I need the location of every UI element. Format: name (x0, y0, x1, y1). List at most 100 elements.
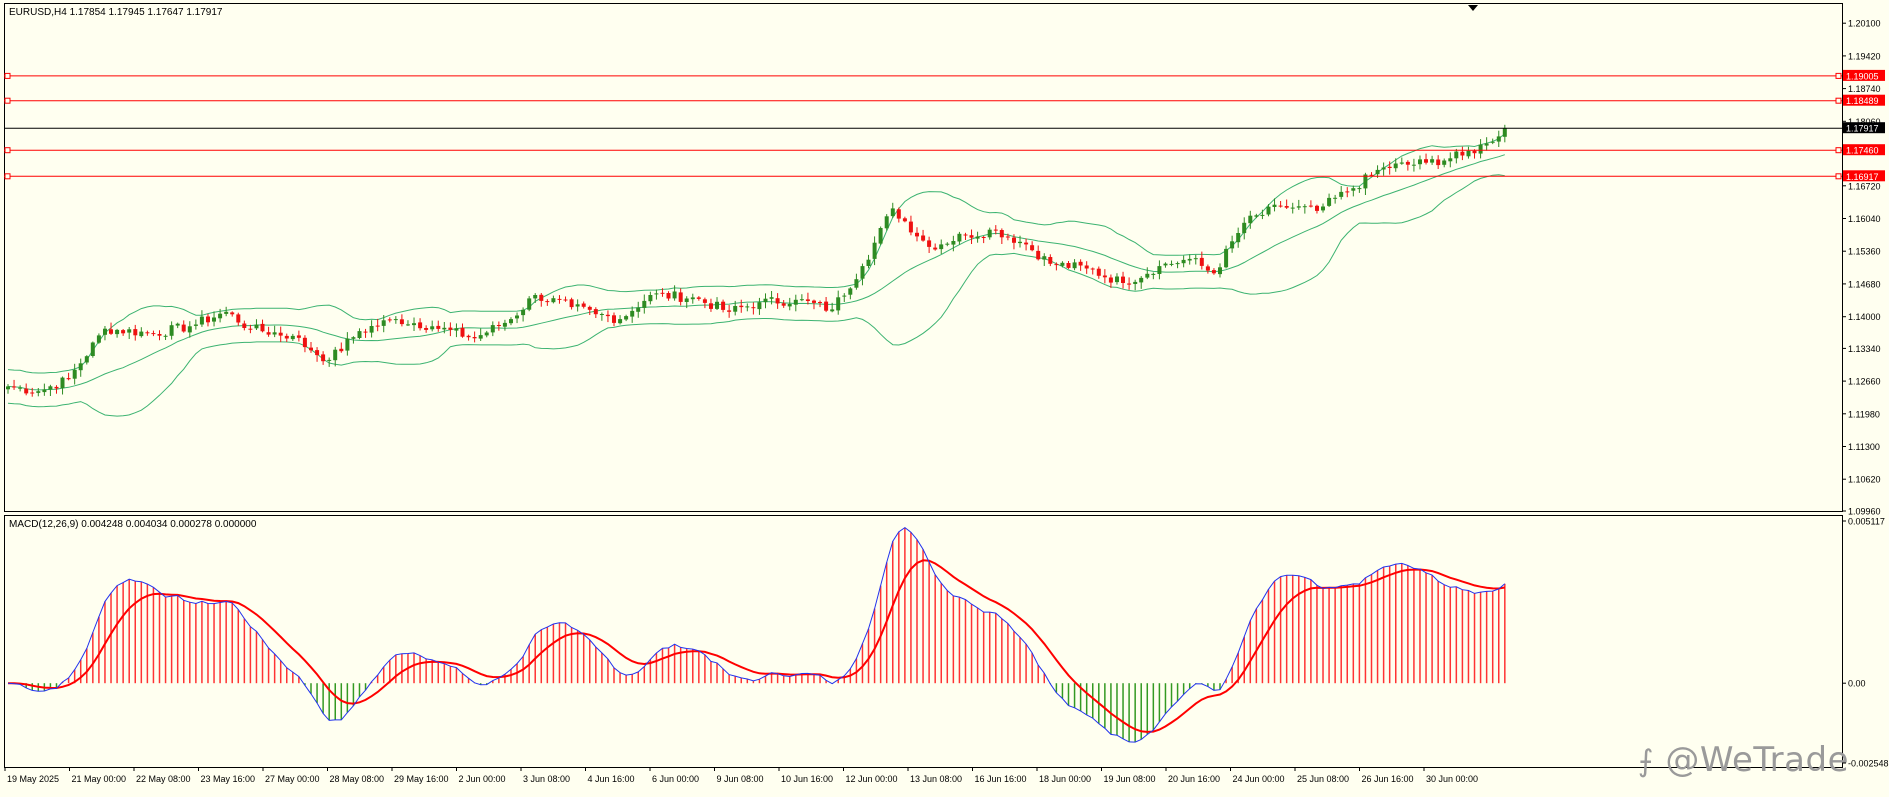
candle-body (515, 315, 519, 319)
candle-body (599, 314, 604, 315)
candle-body (1260, 214, 1265, 216)
price-level-tag (1843, 69, 1885, 81)
candle-body (1133, 281, 1138, 284)
candle-body (696, 297, 701, 299)
candle-body (96, 335, 101, 343)
candle-body (18, 387, 23, 389)
price-tick-label: 1.11300 (1848, 442, 1880, 452)
candle-body (690, 297, 695, 300)
candle-body (927, 240, 932, 247)
candle-body (1411, 164, 1416, 166)
candle-body (666, 293, 671, 299)
candle-body (805, 299, 810, 301)
candle-body (1048, 257, 1053, 264)
candle-body (1266, 206, 1271, 215)
candle-body (1054, 264, 1059, 266)
candle-body (1205, 266, 1210, 271)
candle-body (6, 386, 10, 390)
price-tick-label: 1.10620 (1848, 475, 1881, 485)
candle-body (799, 299, 804, 301)
candle-body (963, 234, 968, 236)
candle-body (1490, 141, 1495, 143)
watermark: ⨍ @WeTrade (1638, 740, 1849, 780)
time-tick-label: 20 Jun 16:00 (1168, 774, 1220, 784)
time-tick-label: 13 Jun 08:00 (910, 774, 962, 784)
candle-body (842, 295, 847, 297)
time-tick-label: 4 Jun 16:00 (588, 774, 635, 784)
candle-body (1236, 233, 1241, 243)
candle-body (527, 298, 532, 310)
candle-body (1224, 248, 1229, 268)
time-tick-label: 16 Jun 16:00 (975, 774, 1027, 784)
price-level-handle (4, 97, 11, 104)
candle-body (654, 293, 659, 295)
candle-body (848, 288, 853, 295)
candle-body (466, 335, 471, 338)
candle-body (1296, 206, 1301, 208)
candle-body (939, 244, 944, 250)
time-tick-label: 23 May 16:00 (201, 774, 256, 784)
candle-body (866, 259, 871, 266)
candle-body (818, 302, 822, 303)
candle-body (327, 359, 332, 361)
candle-body (1290, 207, 1295, 209)
candle-body (575, 304, 580, 307)
candle-body (12, 386, 17, 388)
candle-body (872, 242, 877, 259)
candle-body (1230, 241, 1235, 249)
candle-body (715, 301, 719, 309)
candle-body (212, 317, 216, 322)
candle-body (321, 354, 326, 362)
candle-body (757, 302, 762, 310)
candle-body (1060, 262, 1065, 266)
candle-body (78, 363, 83, 371)
candle-body (721, 301, 726, 310)
macd-main-line (7, 526, 1506, 743)
time-tick-label: 22 May 08:00 (136, 774, 191, 784)
candle-body (375, 325, 380, 327)
candle-body (1066, 263, 1071, 268)
candle-body (1024, 242, 1029, 245)
candle-body (484, 332, 489, 336)
candle-body (854, 279, 859, 288)
candle-body (630, 310, 635, 317)
candle-body (278, 332, 283, 336)
candle-body (272, 332, 277, 335)
candle-body (181, 324, 186, 332)
candle-body (248, 328, 253, 330)
candle-body (1484, 143, 1489, 146)
candle-body (1460, 151, 1465, 156)
candle-body (1333, 197, 1338, 199)
price-level-tag (1843, 94, 1885, 106)
time-tick-label: 28 May 08:00 (330, 774, 385, 784)
chart-shift-marker[interactable] (1468, 5, 1478, 11)
candle-body (1042, 256, 1047, 260)
macd-tick-label: 0.005117 (1848, 517, 1885, 527)
time-tick-label: 18 Jun 00:00 (1039, 774, 1091, 784)
macd-tick-label: 0.00 (1848, 679, 1866, 689)
time-tick-label: 24 Jun 00:00 (1233, 774, 1285, 784)
candle-body (387, 319, 392, 321)
candle-body (521, 309, 526, 316)
candle-body (1363, 174, 1368, 189)
candle-body (1072, 262, 1077, 269)
candle-body (787, 303, 792, 307)
candle-body (1405, 161, 1410, 165)
candle-body (945, 243, 950, 245)
candle-body (496, 325, 501, 326)
candle-body (472, 337, 477, 339)
price-level-tag (1843, 170, 1885, 182)
time-tick-label: 12 Jun 00:00 (846, 774, 898, 784)
candle-body (266, 332, 271, 335)
candle-body (569, 299, 574, 308)
candle-body (1284, 206, 1289, 208)
candle-body (236, 314, 241, 323)
candle-body (448, 327, 453, 330)
price-tick-label: 1.16720 (1848, 181, 1881, 191)
candle-body (557, 298, 562, 300)
wetrade-logo-icon: ⨍ (1637, 744, 1655, 779)
candle-body (618, 319, 623, 324)
candle-body (1139, 277, 1144, 283)
candle-body (1345, 191, 1350, 193)
